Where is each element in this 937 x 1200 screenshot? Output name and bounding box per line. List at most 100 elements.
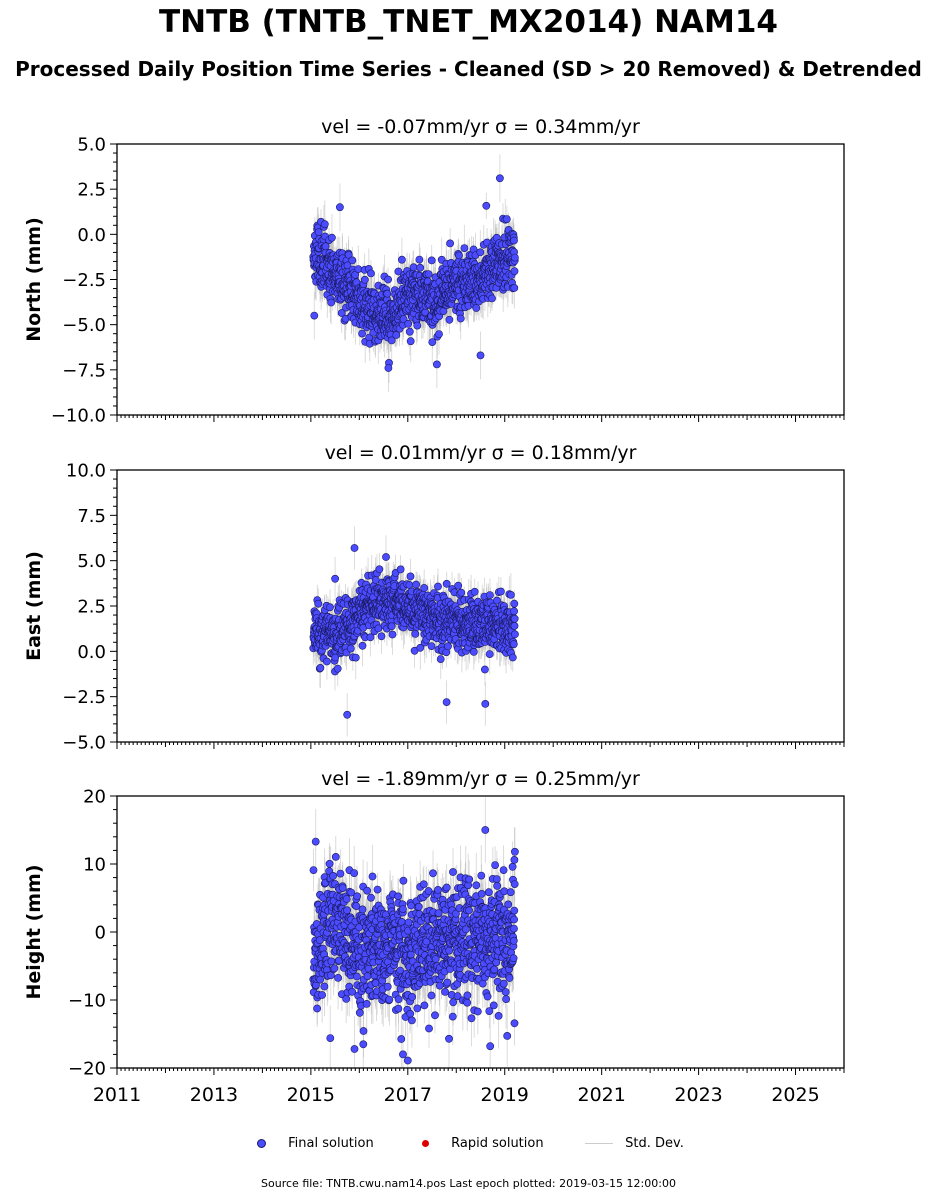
data-point — [409, 263, 418, 272]
final-points-north — [309, 174, 519, 372]
data-point — [406, 572, 415, 581]
data-point — [442, 579, 451, 588]
data-point — [482, 201, 491, 210]
y-tick-label: −2.5 — [62, 687, 106, 708]
y-tick-label: 5.0 — [77, 135, 106, 156]
data-point — [416, 263, 425, 272]
y-tick-label: 7.5 — [77, 506, 106, 527]
y-tick-label: 10.0 — [66, 461, 106, 482]
data-point — [495, 174, 504, 183]
data-point — [316, 664, 325, 672]
data-point — [384, 275, 392, 284]
data-point — [485, 591, 494, 599]
data-point — [510, 267, 519, 276]
plot-area-east — [309, 526, 519, 737]
data-point — [493, 596, 501, 605]
data-point — [335, 203, 344, 212]
panel-title-north: vel = -0.07mm/yr σ = 0.34mm/yr — [321, 116, 640, 138]
data-point — [346, 644, 355, 653]
data-point — [445, 315, 454, 324]
data-point — [358, 329, 366, 338]
data-point — [502, 215, 511, 223]
y-tick-label: 0.0 — [77, 642, 106, 663]
data-point — [434, 582, 442, 591]
data-point — [476, 351, 485, 360]
data-point — [383, 289, 392, 298]
data-point — [446, 239, 454, 248]
y-tick-label: 0.0 — [77, 225, 106, 246]
plot-area-height — [309, 797, 519, 1068]
data-point — [333, 664, 342, 673]
data-point — [427, 642, 436, 650]
data-point — [399, 315, 408, 324]
data-point — [322, 657, 331, 666]
panel-east: 10.0 7.5 5.0 2.5 0.0 −2.5 −5.0 East (mm) vel = 0… — [23, 442, 845, 754]
x-ticks-east — [116, 742, 845, 749]
data-point — [510, 622, 519, 630]
data-point — [427, 256, 436, 265]
data-point — [405, 327, 414, 336]
data-point — [326, 603, 334, 612]
data-point — [388, 630, 397, 639]
data-point — [488, 294, 496, 303]
x-ticks-north — [116, 415, 845, 422]
data-point — [343, 710, 352, 719]
data-point — [511, 253, 519, 262]
data-point — [404, 319, 413, 328]
data-point — [460, 244, 469, 252]
data-point — [377, 632, 386, 641]
y-tick-label: −5.0 — [62, 733, 106, 754]
plot-area-north — [309, 154, 519, 392]
data-point — [416, 643, 425, 652]
data-point — [337, 309, 346, 317]
y-axis-label-east: East (mm) — [23, 551, 45, 661]
y-tick-label: −5.0 — [62, 315, 106, 336]
data-point — [387, 336, 396, 345]
data-point — [327, 233, 336, 242]
data-point — [358, 641, 367, 650]
data-point — [344, 250, 353, 259]
data-point — [435, 330, 443, 338]
data-point — [375, 565, 384, 574]
data-point — [348, 256, 357, 265]
data-point — [510, 607, 518, 616]
data-point — [384, 364, 393, 372]
data-point — [396, 565, 405, 574]
y-tick-label: −10.0 — [51, 406, 106, 427]
data-point — [310, 311, 319, 320]
data-point — [436, 655, 445, 663]
chart-subtitle: Processed Daily Position Time Series - C… — [15, 57, 922, 81]
data-point — [321, 242, 330, 251]
data-point — [420, 584, 429, 592]
data-point — [476, 248, 485, 257]
data-point — [411, 630, 420, 638]
data-point — [424, 270, 433, 278]
data-point — [508, 653, 517, 662]
y-axis-label-north: North (mm) — [23, 217, 45, 342]
data-point — [496, 587, 505, 596]
data-point — [481, 700, 490, 708]
data-point — [469, 648, 478, 656]
data-point — [506, 591, 515, 599]
final-points-east — [309, 544, 519, 719]
y-axis-east: 10.0 7.5 5.0 2.5 0.0 −2.5 −5.0 — [62, 461, 117, 754]
data-point — [510, 614, 519, 623]
data-point — [510, 599, 519, 608]
data-point — [510, 236, 518, 245]
data-point — [510, 283, 519, 292]
data-point — [360, 275, 369, 284]
data-point — [406, 337, 415, 346]
data-point — [456, 314, 465, 323]
y-axis-north: 5.0 2.5 0.0 −2.5 −5.0 −7.5 −10.0 — [51, 135, 117, 427]
panel-title-east: vel = 0.01mm/yr σ = 0.18mm/yr — [325, 442, 637, 464]
data-point — [413, 321, 422, 330]
data-point — [366, 633, 375, 642]
data-point — [428, 338, 437, 346]
data-point — [412, 580, 420, 589]
y-tick-label: 2.5 — [77, 180, 106, 201]
data-point — [392, 331, 401, 339]
data-point — [350, 544, 359, 552]
data-point — [454, 581, 463, 590]
